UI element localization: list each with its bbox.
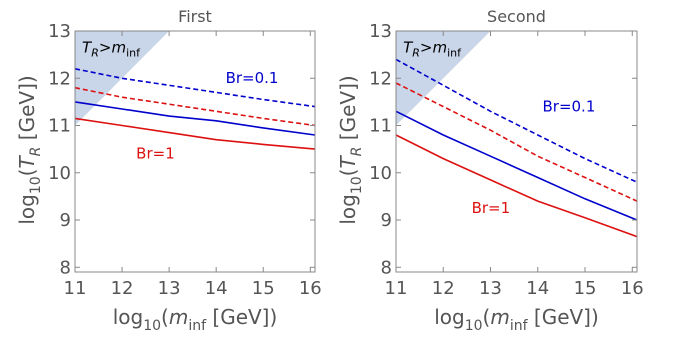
x-tick-label: 14 bbox=[526, 278, 549, 299]
series-annotation: Br=1 bbox=[472, 199, 511, 217]
x-tick-label: 11 bbox=[64, 278, 87, 299]
chart-panel: 11 12 13 14 15 16 8 9 10 11 12 13 Second log10(minf [… bbox=[336, 7, 644, 334]
series-line bbox=[74, 101, 316, 136]
series-annotation: Br=0.1 bbox=[226, 69, 279, 87]
y-axis-label-group: log10(TR [GeV]) bbox=[336, 75, 365, 224]
y-tick-label: 13 bbox=[48, 21, 71, 42]
y-axis-label: log10(TR [GeV]) bbox=[336, 75, 365, 224]
x-axis-label: log10(minf [GeV]) bbox=[113, 305, 278, 334]
chart-panel: 11 12 13 14 15 16 8 9 10 11 12 13 First log10(minf [G… bbox=[15, 7, 322, 334]
y-tick-label: 11 bbox=[369, 116, 392, 137]
series-line bbox=[74, 86, 316, 127]
y-tick-label: 12 bbox=[369, 68, 392, 89]
y-tick-label: 10 bbox=[48, 163, 71, 184]
y-tick-label: 13 bbox=[369, 21, 392, 42]
series-line bbox=[395, 110, 638, 221]
y-axis-label-group: log10(TR [GeV]) bbox=[15, 75, 44, 224]
series-annotation: Br=1 bbox=[136, 145, 175, 163]
y-tick-label: 8 bbox=[381, 257, 392, 278]
x-axis-label: log10(minf [GeV]) bbox=[434, 305, 599, 334]
x-tick-label: 13 bbox=[479, 278, 502, 299]
excluded-region bbox=[75, 31, 170, 126]
x-tick-label: 12 bbox=[111, 278, 134, 299]
y-tick-label: 8 bbox=[60, 257, 71, 278]
y-tick-label: 11 bbox=[48, 116, 71, 137]
panel-title: Second bbox=[487, 7, 546, 26]
y-tick-label: 12 bbox=[48, 68, 71, 89]
y-axis-label: log10(TR [GeV]) bbox=[15, 75, 44, 224]
y-tick-label: 9 bbox=[60, 210, 71, 231]
region-label: TR>minf bbox=[82, 38, 141, 59]
x-tick-label: 13 bbox=[158, 278, 181, 299]
x-tick-label: 14 bbox=[205, 278, 228, 299]
excluded-region bbox=[396, 31, 491, 126]
x-tick-label: 11 bbox=[385, 278, 408, 299]
region-label: TR>minf bbox=[403, 38, 462, 59]
x-tick-label: 12 bbox=[432, 278, 455, 299]
y-tick-label: 10 bbox=[369, 163, 392, 184]
x-tick-label: 16 bbox=[621, 278, 644, 299]
plot-frame bbox=[74, 30, 316, 273]
series-line bbox=[395, 82, 638, 202]
x-tick-label: 16 bbox=[299, 278, 322, 299]
series-annotation: Br=0.1 bbox=[542, 97, 595, 115]
x-tick-label: 15 bbox=[574, 278, 597, 299]
y-tick-label: 9 bbox=[381, 210, 392, 231]
series-line bbox=[74, 117, 316, 150]
x-tick-label: 15 bbox=[252, 278, 275, 299]
panel-title: First bbox=[178, 7, 212, 26]
series-line bbox=[395, 134, 638, 238]
series-line bbox=[395, 58, 638, 183]
plot-frame bbox=[395, 30, 638, 273]
series-line bbox=[74, 68, 316, 108]
